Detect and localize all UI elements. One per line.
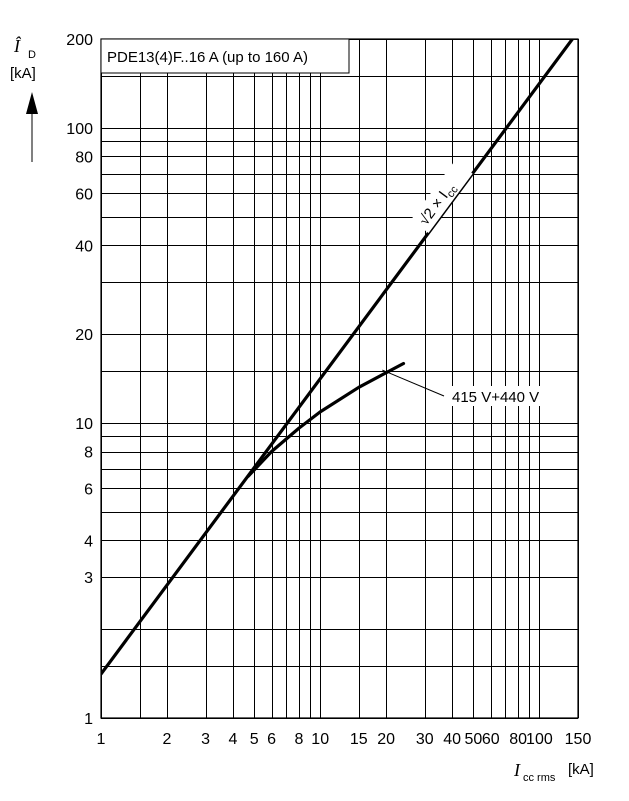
y-tick-label: 4 [84, 533, 93, 550]
y-tick-label: 20 [75, 327, 93, 344]
y-gridlines [101, 39, 578, 719]
series-line-415v [246, 361, 406, 478]
x-tick-label: 80 [509, 731, 527, 748]
y-axis-label-subscript: D [28, 49, 36, 61]
series-label-415v: 415 V+440 V [382, 369, 562, 406]
y-tick-label: 8 [84, 445, 93, 462]
x-gridlines [101, 39, 579, 718]
x-axis-label-symbol: I [513, 760, 521, 780]
x-tick-label: 5 [250, 731, 259, 748]
series-label-background [446, 386, 562, 406]
y-tick-label: 6 [84, 481, 93, 498]
y-tick-label: 80 [75, 149, 93, 166]
x-tick-label: 100 [526, 731, 553, 748]
y-tick-label: 3 [84, 570, 93, 587]
x-tick-label: 10 [311, 731, 329, 748]
x-tick-label: 20 [377, 731, 395, 748]
y-axis-label-symbol: Î [13, 35, 22, 56]
series-line-sqrt2 [101, 39, 575, 676]
y-tick-label: 1 [84, 711, 93, 728]
x-axis-label-unit: [kA] [568, 761, 594, 778]
x-tick-label: 8 [295, 731, 304, 748]
y-tick-label: 60 [75, 186, 93, 203]
y-tick-label: 10 [75, 416, 93, 433]
x-tick-label: 15 [350, 731, 368, 748]
series-label-text: 415 V+440 V [452, 389, 539, 406]
chart-title: PDE13(4)F..16 A (up to 160 A) [107, 49, 308, 66]
up-arrow-icon [26, 92, 38, 114]
x-tick-label: 60 [482, 731, 500, 748]
y-tick-label: 100 [66, 121, 93, 138]
y-axis-label: Î D [kA] [10, 35, 38, 162]
plot-frame [100, 38, 579, 719]
series-label-sqrt2: √2 × Icc [410, 160, 473, 234]
x-tick-label: 40 [443, 731, 461, 748]
x-axis-label: I cc rms [kA] [513, 760, 594, 784]
y-tick-label: 40 [75, 238, 93, 255]
x-tick-label: 30 [416, 731, 434, 748]
series-layer [101, 39, 575, 676]
x-tick-label: 2 [163, 731, 172, 748]
y-tick-labels: 1 3 4 6 8 10 20 40 60 80 100 200 [66, 32, 93, 728]
x-tick-label: 1 [97, 731, 106, 748]
series-label-background [410, 160, 473, 234]
x-axis-label-subscript: cc rms [523, 772, 556, 784]
x-tick-label: 6 [267, 731, 276, 748]
title-box [100, 38, 350, 74]
x-tick-label: 50 [465, 731, 483, 748]
x-tick-label: 4 [229, 731, 238, 748]
y-axis-label-unit: [kA] [10, 65, 36, 82]
y-tick-label: 200 [66, 32, 93, 49]
x-tick-label: 3 [201, 731, 210, 748]
leader-line [382, 369, 445, 397]
x-tick-label: 150 [565, 731, 592, 748]
